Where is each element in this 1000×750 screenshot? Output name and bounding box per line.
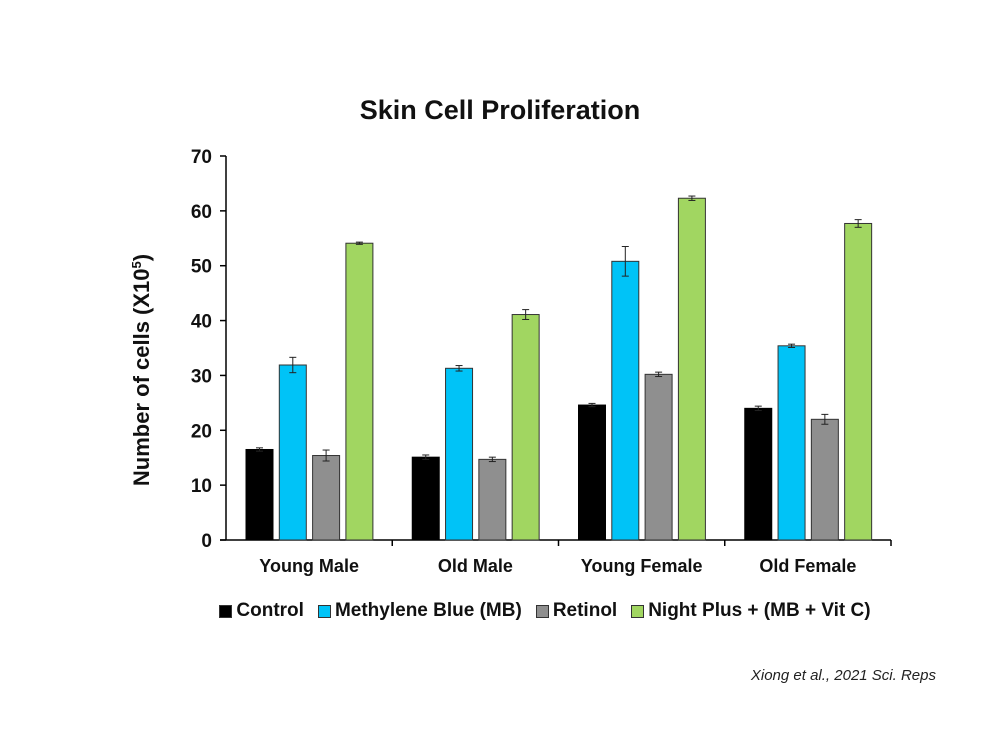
x-tick-label: Old Male	[438, 556, 513, 576]
bar-methylene-blue-mb--young-female	[611, 260, 640, 541]
legend-label: Control	[236, 600, 304, 621]
bar-methylene-blue-mb--young-male	[278, 364, 307, 541]
x-tick-label: Old Female	[759, 556, 856, 576]
bar-night-plus-mb-vit-c--young-male	[345, 242, 374, 541]
legend-swatch	[631, 604, 645, 618]
y-tick-label: 60	[191, 202, 212, 223]
bar-control-young-female	[578, 404, 606, 541]
legend-item: Retinol	[535, 600, 618, 622]
bar-night-plus-mb-vit-c--old-female	[844, 222, 873, 541]
legend-item: Methylene Blue (MB)	[317, 600, 522, 622]
legend-item: Night Plus + (MB + Vit C)	[631, 600, 871, 622]
bar-night-plus-mb-vit-c--young-female	[677, 197, 706, 541]
legend-swatch	[317, 604, 331, 618]
citation: Xiong et al., 2021 Sci. Reps	[750, 667, 936, 684]
bar-control-old-male	[411, 456, 440, 541]
bar-retinol-old-female	[810, 418, 839, 541]
bar-retinol-young-male	[312, 455, 341, 541]
legend-swatch	[535, 604, 549, 618]
y-tick-label: 0	[201, 531, 212, 552]
bar-night-plus-mb-vit-c--old-male	[511, 314, 540, 541]
bar-control-young-male	[245, 448, 274, 541]
legend-label: Methylene Blue (MB)	[334, 600, 522, 621]
bar-retinol-old-male	[478, 458, 507, 541]
legend-swatch	[219, 604, 233, 618]
y-tick-label: 40	[191, 312, 212, 333]
bar-control-old-female	[744, 407, 773, 541]
bar-methylene-blue-mb--old-female	[777, 345, 806, 541]
y-tick-label: 20	[191, 421, 212, 442]
y-tick-label: 10	[191, 476, 212, 497]
y-tick-label: 30	[191, 366, 212, 387]
legend-label: Retinol	[552, 600, 618, 621]
x-tick-label: Young Female	[581, 556, 703, 576]
y-tick-label: 70	[191, 147, 212, 168]
chart-title: Skin Cell Proliferation	[359, 95, 641, 125]
y-tick-label: 50	[191, 257, 212, 278]
bar-methylene-blue-mb--old-male	[445, 367, 474, 541]
bar-retinol-young-female	[644, 373, 673, 541]
x-tick-label: Young Male	[259, 556, 359, 576]
legend: Control Methylene Blue (MB) Retinol Night P…	[0, 600, 1000, 622]
legend-item: Control	[219, 600, 304, 622]
legend-label: Night Plus + (MB + Vit C)	[648, 600, 871, 621]
